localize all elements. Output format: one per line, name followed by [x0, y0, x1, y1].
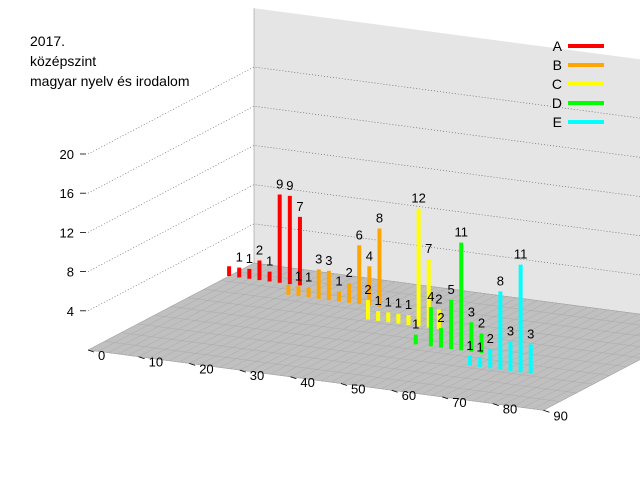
bar-value-label: 4: [427, 289, 434, 304]
back-wall-left: [88, 8, 254, 350]
floor-gridline: [87, 349, 544, 411]
bar-value-label: 9: [276, 177, 283, 192]
bar-value-label: 9: [286, 178, 293, 193]
x-tick-mark: [543, 409, 550, 413]
floor-gridline: [137, 323, 594, 385]
bar-value-label: 8: [497, 273, 504, 288]
bar-value-label: 11: [514, 247, 528, 262]
x-tick-mark: [239, 369, 246, 373]
bar-value-label: 3: [527, 326, 534, 341]
legend-label: B: [553, 57, 562, 73]
back-wall-right: [254, 8, 640, 315]
floor-gridline: [170, 306, 627, 368]
bar-value-label: 1: [335, 274, 342, 289]
bar-value-label: 2: [437, 310, 444, 325]
x-tick-label: 60: [402, 388, 416, 403]
legend-label: A: [553, 38, 563, 54]
bar-value-label: 1: [395, 296, 402, 311]
x-tick-label: 10: [149, 355, 163, 370]
bar-value-label: 1: [477, 339, 484, 354]
legend-label: E: [553, 114, 562, 130]
bar-value-label: 1: [236, 250, 243, 265]
bar-value-label: 2: [364, 282, 371, 297]
bar-value-label: 11: [454, 225, 468, 240]
bar-value-label: 7: [296, 199, 303, 214]
bar-value-label: 5: [448, 282, 455, 297]
legend-label: D: [552, 95, 562, 111]
z-tick-label: 12: [60, 225, 74, 240]
bar-value-label: 12: [411, 191, 425, 206]
bar-value-label: 1: [385, 294, 392, 309]
x-tick-label: 30: [250, 368, 264, 383]
z-tick-label: 20: [60, 147, 74, 162]
floor-gridline: [237, 271, 640, 326]
bar-value-label: 2: [478, 315, 485, 330]
x-tick-label: 80: [503, 402, 517, 417]
bar-value-label: 2: [487, 331, 494, 346]
z-tick-label: 8: [67, 265, 74, 280]
x-tick-mark: [290, 376, 297, 380]
floor-gridline: [187, 297, 640, 358]
floor-gridline: [121, 332, 577, 394]
x-tick-mark: [492, 403, 499, 406]
bar-value-label: 3: [468, 304, 475, 319]
bar-value-label: 8: [376, 210, 383, 225]
bar-value-label: 4: [366, 248, 373, 263]
chart-title: 2017. középszint magyar nyelv és irodalo…: [30, 33, 190, 89]
bar-value-label: 2: [346, 265, 353, 280]
bar-value-label: 1: [266, 254, 273, 269]
x-tick-mark: [189, 363, 196, 366]
x-tick-mark: [442, 396, 449, 400]
x-tick-label: 70: [452, 395, 466, 410]
bar-value-label: 1: [405, 297, 412, 312]
floor-gridline: [104, 341, 561, 402]
x-tick-label: 0: [98, 348, 105, 363]
bar-value-label: 1: [375, 293, 382, 308]
bars: [227, 194, 533, 374]
bar-value-label: 3: [315, 251, 322, 266]
bar-value-label: 2: [256, 242, 263, 257]
x-tick-label: 50: [351, 382, 365, 397]
title-line-3: magyar nyelv és irodalom: [30, 73, 190, 89]
bar-value-label: 7: [425, 241, 432, 256]
bar-value-label: 1: [246, 251, 253, 266]
x-tick-mark: [340, 383, 348, 386]
bar-value-label: 2: [435, 291, 442, 306]
z-tick-label: 4: [67, 304, 74, 319]
x-tick-label: 20: [199, 361, 213, 376]
back-walls: [87, 8, 640, 350]
x-tick-mark: [138, 356, 145, 360]
bar-value-label: 3: [325, 253, 332, 268]
bar-value-label: 1: [295, 268, 302, 283]
legend-label: C: [552, 76, 562, 92]
bar-value-label: 6: [356, 227, 363, 242]
x-tick-label: 40: [300, 375, 314, 390]
floor-gridline: [154, 314, 610, 376]
z-tick-label: 16: [60, 186, 74, 201]
x-tick-mark: [391, 389, 398, 393]
x-tick-label: 90: [553, 408, 567, 423]
bar-value-label: 3: [507, 324, 514, 339]
x-tick-mark: [87, 349, 95, 353]
title-line-2: középszint: [30, 53, 96, 69]
title-line-1: 2017.: [30, 33, 65, 49]
bar-value-label: 1: [305, 270, 312, 285]
bar-value-label: 1: [466, 338, 473, 353]
bar-value-label: 1: [412, 317, 419, 332]
